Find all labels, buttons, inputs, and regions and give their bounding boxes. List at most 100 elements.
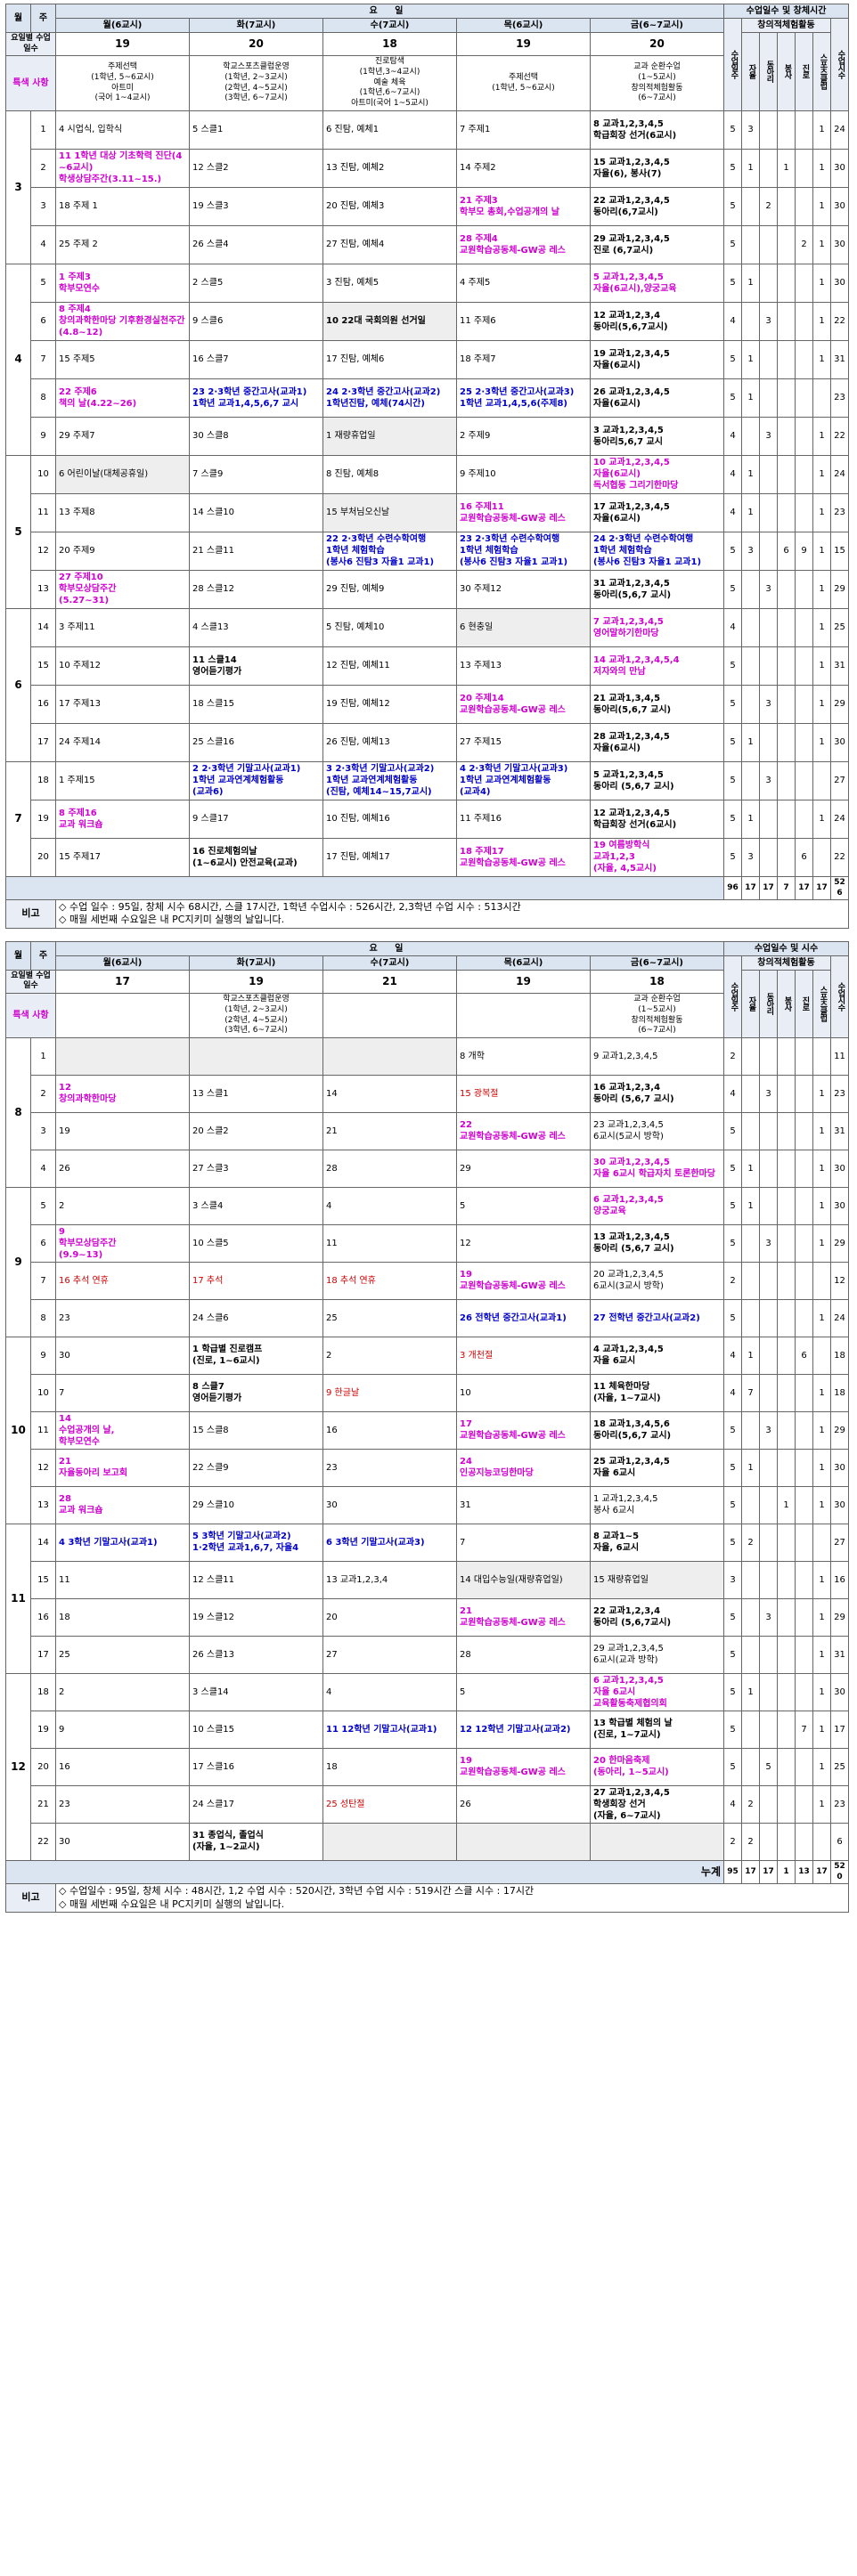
- day-cell: 5: [456, 1186, 591, 1225]
- week-number: 6: [30, 1223, 56, 1263]
- day-cell: 31 종업식, 졸업식 (자율, 1~2교시): [189, 1822, 323, 1861]
- day-cell: 1 주제3 학부모연수: [55, 263, 190, 303]
- col-3: 봉사: [777, 969, 796, 1038]
- col-5: 스포츠클럽: [812, 969, 831, 1038]
- day-cell: 26: [55, 1149, 190, 1188]
- count-cell-6: 22: [829, 837, 850, 877]
- count-cell-1: [741, 684, 760, 724]
- day-cell: 18: [322, 1747, 457, 1786]
- day-cell: 6 교과1,2,3,4,5 양궁교육: [590, 1186, 724, 1225]
- day-cell: 9 스클17: [189, 799, 323, 839]
- count-cell-3: [777, 263, 796, 303]
- count-cell-4: [795, 1298, 813, 1337]
- count-cell-3: [777, 1784, 796, 1824]
- week-number: 15: [30, 1560, 56, 1599]
- day-cell: 16 주제11 교원학습공동체-GW공 레스: [456, 492, 591, 532]
- day-cell: 13 주제8: [55, 492, 190, 532]
- count-cell-2: [759, 1560, 778, 1599]
- count-cell-4: [795, 454, 813, 494]
- day-cell: 26 전학년 중간고사(교과1): [456, 1298, 591, 1337]
- count-cell-0: 5: [723, 1747, 742, 1786]
- count-cell-1: 2: [741, 1822, 760, 1861]
- count-cell-2: [759, 110, 778, 150]
- day-cell: 3 2·3학년 기말고사(교과2) 1학년 교과연계체험활동 (진탐, 예체14…: [322, 760, 457, 800]
- count-cell-4: [795, 799, 813, 839]
- col-3: 봉사: [777, 32, 796, 111]
- day-cell: 3 교과1,2,3,4,5 동아리5,6,7 교시: [590, 416, 724, 456]
- week-number: 8: [30, 378, 56, 418]
- day-cell: 13 교과1,2,3,4: [322, 1560, 457, 1599]
- day-cell: 15 광복절: [456, 1074, 591, 1113]
- special-3: [456, 993, 591, 1038]
- day-cell: 8 교과1,2,3,4,5 학급회장 선거(6교시): [590, 110, 724, 150]
- day-cell: 11 스클14 영어듣기평가: [189, 646, 323, 686]
- total-cell-6: 526: [829, 875, 850, 901]
- day-cell: 11 1학년 대상 기초학력 진단(4~6교시) 학생상담주간(3.11~15.…: [55, 148, 190, 188]
- day-cell: 11 체육한마당 (자율, 1~7교시): [590, 1373, 724, 1412]
- count-cell-2: [759, 531, 778, 571]
- day-cell: 13 교과1,2,3,4,5 동아리 (5,6,7 교시): [590, 1223, 724, 1263]
- count-cell-5: 1: [812, 1672, 831, 1711]
- count-cell-5: 1: [812, 1597, 831, 1637]
- count-cell-0: 5: [723, 1635, 742, 1674]
- day-cell: 25: [322, 1298, 457, 1337]
- week-row: 10 9 30 1 학급별 진로캠프 (진로, 1~6교시) 2 3 개천절 4 교과1,2…: [5, 1336, 850, 1524]
- special-2: 진로탐색 (1학년,3~4교시) 예술 체육 (1학년,6~7교시) 아트미(국…: [322, 55, 457, 111]
- week-row: 2 12 창의과학한마당 13 스클1 14 15 광복절 16 교과1,2,3,4 동아…: [6, 1074, 850, 1113]
- special-3: 주제선택 (1학년, 5~6교시): [456, 55, 591, 111]
- note-label: 비고: [5, 1883, 56, 1913]
- count-cell-6: 30: [829, 1672, 850, 1711]
- week-number: 16: [30, 1597, 56, 1637]
- count-cell-3: [777, 339, 796, 379]
- day-cell: [590, 1822, 724, 1861]
- day-cell: 9 교과1,2,3,4,5: [590, 1036, 724, 1076]
- count-cell-4: [795, 1111, 813, 1150]
- week-row: 4 25 주제 2 26 스클4 27 진탐, 예체4 28 주제4 교원학습공동체-G…: [6, 224, 850, 264]
- count-cell-4: [795, 339, 813, 379]
- count-cell-2: [759, 1635, 778, 1674]
- day-cell: 25 2·3학년 중간고사(교과3) 1학년 교과1,4,5,6(주제8): [456, 378, 591, 418]
- day-cell: 14 스클10: [189, 492, 323, 532]
- day-cell: 15 부처님오신날: [322, 492, 457, 532]
- count-cell-0: 2: [723, 1261, 742, 1300]
- day-cell: [189, 1036, 323, 1076]
- count-cell-6: 24: [829, 1298, 850, 1337]
- day-header-3: 목(6교시): [456, 955, 591, 971]
- count-cell-4: [795, 1560, 813, 1599]
- count-cell-3: [777, 1710, 796, 1749]
- day-cell: 5 3학년 기말고사(교과2) 1·2학년 교과1,6,7, 자율4: [189, 1523, 323, 1562]
- day-cell: 22 교과1,2,3,4,5 동아리(6,7교시): [590, 186, 724, 226]
- count-cell-0: 5: [723, 148, 742, 188]
- day-cell: 22 2·3학년 수련수학여행 1학년 체험학습 (봉사6 진탐3 자율1 교과…: [322, 531, 457, 571]
- day-cell: 16 진로체험의날 (1~6교시) 안전교육(교과): [189, 837, 323, 877]
- count-cell-2: [759, 1036, 778, 1076]
- count-cell-2: [759, 1710, 778, 1749]
- count-cell-2: [759, 1111, 778, 1150]
- month-cell: 4: [5, 263, 31, 456]
- count-cell-1: 2: [741, 1784, 760, 1824]
- day-cell: 27 주제15: [456, 722, 591, 762]
- count-cell-0: 5: [723, 684, 742, 724]
- day-cell: 25: [55, 1635, 190, 1674]
- count-cell-0: 5: [723, 531, 742, 571]
- col-2: 동아리: [759, 969, 778, 1038]
- day-cell: 10 스클15: [189, 1710, 323, 1749]
- count-cell-0: 5: [723, 1485, 742, 1524]
- count-cell-0: 5: [723, 1672, 742, 1711]
- day-cell: 15 주제17: [55, 837, 190, 877]
- count-cell-5: 1: [812, 492, 831, 532]
- day-cell: 17 주제13: [55, 684, 190, 724]
- day-cell: 15 주제5: [55, 339, 190, 379]
- week-number: 11: [30, 492, 56, 532]
- day-cell: 25 주제 2: [55, 224, 190, 264]
- count-cell-3: [777, 1672, 796, 1711]
- day-cell: 9 학부모상담주간 (9.9~13): [55, 1223, 190, 1263]
- day-cell: [322, 1822, 457, 1861]
- day-cell: 11: [55, 1560, 190, 1599]
- count-cell-5: [812, 1036, 831, 1076]
- special-4: 교과 순환수업 (1~5교시) 창의적체험활동 (6~7교시): [590, 55, 724, 111]
